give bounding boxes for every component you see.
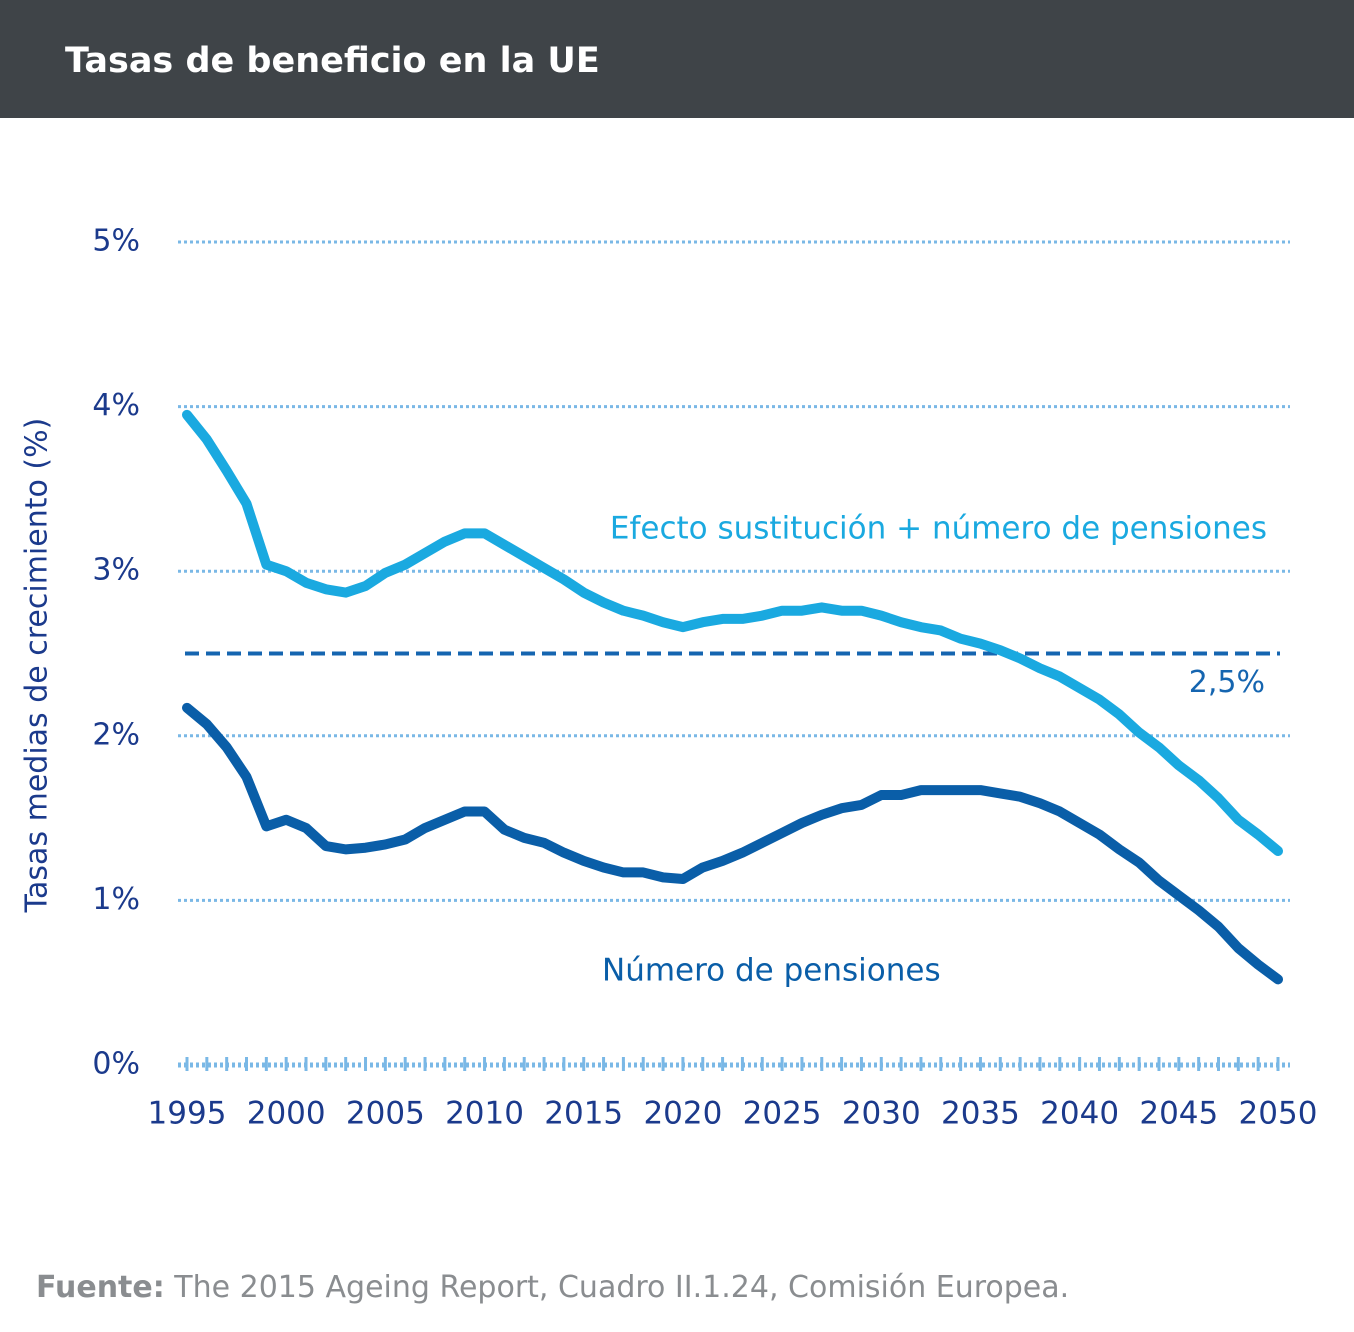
chart-title: Tasas de beneficio en la UE <box>65 41 600 81</box>
y-tick-label: 0% <box>92 1047 140 1082</box>
x-tick-label: 2020 <box>643 1096 722 1132</box>
y-axis-label: Tasas medias de crecimiento (%) <box>20 418 55 914</box>
series-label: Número de pensiones <box>602 953 941 989</box>
series-line <box>182 409 1283 857</box>
x-tick-label: 2000 <box>247 1096 326 1132</box>
x-tick-label: 2045 <box>1139 1096 1218 1132</box>
y-tick-label: 2% <box>92 717 140 752</box>
header-bar <box>0 0 1354 118</box>
x-tick-label: 1995 <box>148 1096 227 1132</box>
source-label: Fuente: <box>36 1270 165 1305</box>
x-tick-label: 2050 <box>1239 1096 1318 1132</box>
x-tick-label: 2005 <box>346 1096 425 1132</box>
y-tick-label: 5% <box>92 224 140 259</box>
source: Fuente: The 2015 Ageing Report, Cuadro I… <box>36 1270 1069 1305</box>
reference-label: 2,5% <box>1189 665 1265 700</box>
x-tick-label: 2040 <box>1040 1096 1119 1132</box>
series-label: Efecto sustitución + número de pensiones <box>610 511 1267 547</box>
source-text: The 2015 Ageing Report, Cuadro II.1.24, … <box>173 1270 1069 1305</box>
x-tick-label: 2010 <box>445 1096 524 1132</box>
series-line <box>182 702 1283 985</box>
x-tick-label: 2035 <box>941 1096 1020 1132</box>
x-tick-label: 2015 <box>544 1096 623 1132</box>
x-tick-label: 2030 <box>842 1096 921 1132</box>
y-tick-label: 1% <box>92 882 140 917</box>
y-tick-label: 3% <box>92 553 140 588</box>
x-tick-label: 2025 <box>743 1096 822 1132</box>
y-tick-label: 4% <box>92 388 140 423</box>
